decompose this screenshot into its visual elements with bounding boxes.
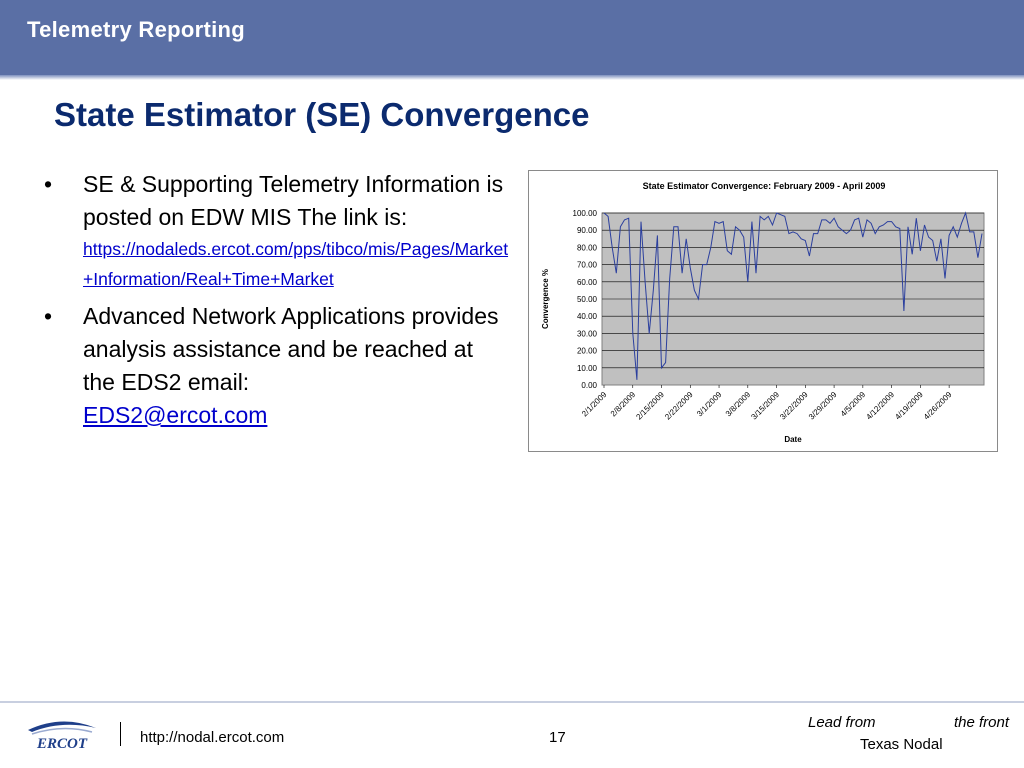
tagline-front: the front bbox=[954, 714, 1010, 731]
bullet-list: • SE & Supporting Telemetry Information … bbox=[44, 168, 510, 438]
x-tick-label: 2/8/2009 bbox=[609, 390, 638, 419]
y-tick-label: 60.00 bbox=[577, 278, 598, 287]
y-tick-label: 100.00 bbox=[573, 209, 598, 218]
x-tick-label: 4/5/2009 bbox=[839, 390, 868, 419]
x-tick-label: 2/15/2009 bbox=[634, 390, 666, 422]
tagline-sub: Texas Nodal bbox=[860, 736, 943, 753]
bullet-item: • Advanced Network Applications provides… bbox=[44, 300, 510, 432]
x-tick-label: 4/26/2009 bbox=[922, 390, 954, 422]
chart-x-axis-label: Date bbox=[784, 435, 802, 444]
x-tick-label: 4/12/2009 bbox=[864, 390, 896, 422]
bullet-text: Advanced Network Applications provides a… bbox=[83, 303, 499, 395]
x-tick-label: 3/29/2009 bbox=[807, 390, 839, 422]
y-tick-label: 70.00 bbox=[577, 261, 598, 270]
section-title: Telemetry Reporting bbox=[27, 17, 245, 42]
y-tick-label: 90.00 bbox=[577, 226, 598, 235]
convergence-chart: State Estimator Convergence: February 20… bbox=[541, 181, 985, 444]
tagline-lead: Lead from bbox=[808, 714, 876, 731]
slide-title: State Estimator (SE) Convergence bbox=[54, 96, 590, 133]
ercot-logo: ERCOT bbox=[28, 721, 96, 752]
y-tick-label: 80.00 bbox=[577, 243, 598, 252]
x-tick-label: 3/15/2009 bbox=[749, 390, 781, 422]
x-tick-label: 4/19/2009 bbox=[893, 390, 925, 422]
page-number: 17 bbox=[549, 729, 566, 746]
chart-frame: State Estimator Convergence: February 20… bbox=[528, 170, 998, 452]
logo-text: ERCOT bbox=[36, 736, 88, 752]
bullet-item: • SE & Supporting Telemetry Information … bbox=[44, 168, 510, 294]
x-tick-label: 3/1/2009 bbox=[695, 390, 724, 419]
mis-link[interactable]: https://nodaleds.ercot.com/pps/tibco/mis… bbox=[83, 239, 509, 289]
chart-title: State Estimator Convergence: February 20… bbox=[643, 181, 886, 191]
bullet-text: SE & Supporting Telemetry Information is… bbox=[83, 171, 504, 230]
x-tick-label: 2/1/2009 bbox=[580, 390, 609, 419]
footer-url[interactable]: http://nodal.ercot.com bbox=[140, 729, 285, 746]
footer-separator bbox=[120, 722, 121, 746]
email-link[interactable]: EDS2@ercot.com bbox=[83, 402, 268, 428]
y-tick-label: 40.00 bbox=[577, 312, 598, 321]
y-tick-label: 10.00 bbox=[577, 364, 598, 373]
x-tick-label: 3/22/2009 bbox=[778, 390, 810, 422]
chart-y-axis-label: Convergence % bbox=[541, 269, 550, 329]
y-tick-label: 20.00 bbox=[577, 347, 598, 356]
y-tick-label: 50.00 bbox=[577, 295, 598, 304]
y-tick-label: 0.00 bbox=[581, 381, 597, 390]
bullet-dot-icon: • bbox=[44, 171, 53, 197]
footer-divider bbox=[0, 701, 1024, 703]
series-line bbox=[603, 211, 983, 380]
header-shade bbox=[0, 75, 1024, 80]
bullet-dot-icon: • bbox=[44, 303, 53, 329]
x-tick-label: 3/8/2009 bbox=[724, 390, 753, 419]
x-tick-label: 2/22/2009 bbox=[663, 390, 695, 422]
y-tick-label: 30.00 bbox=[577, 329, 598, 338]
header-bar bbox=[0, 0, 1024, 75]
